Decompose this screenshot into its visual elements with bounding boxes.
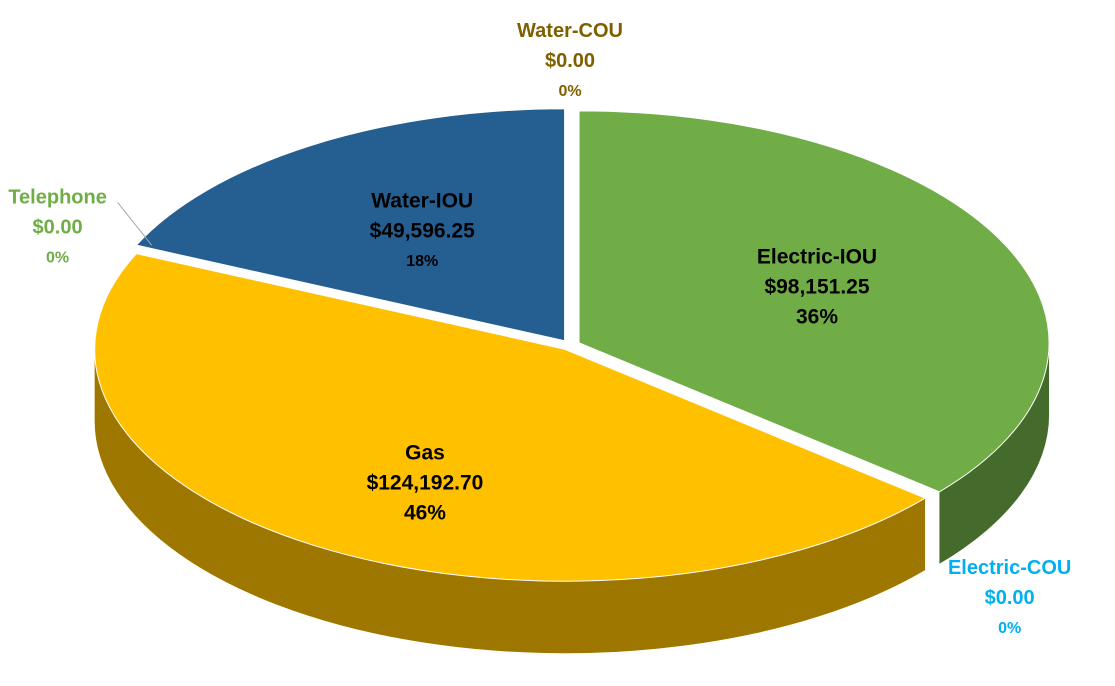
pie-labels: Electric-IOU $98,151.25 36% Electric-COU $0.… xyxy=(8,20,1071,637)
slice-value-label: $124,192.70 xyxy=(367,471,484,494)
slice-side xyxy=(939,342,1050,564)
slice-side-shade xyxy=(94,349,926,654)
pie-walls xyxy=(94,342,1050,654)
slice-value-label: $0.00 xyxy=(33,217,83,239)
slice-category-label: Electric-COU xyxy=(948,557,1071,579)
slice-percent-label: 18% xyxy=(406,253,438,270)
slice-percent-label: 46% xyxy=(404,501,446,524)
slice-percent-label: 0% xyxy=(46,250,69,267)
slice-percent-label: 0% xyxy=(558,83,581,100)
pie-tops xyxy=(94,108,1050,582)
slice-percent-label: 36% xyxy=(796,306,838,329)
slice-category-label: Water-COU xyxy=(517,20,623,42)
leader-line xyxy=(117,202,153,246)
slice xyxy=(578,110,1050,493)
slice-value-label: $0.00 xyxy=(545,50,595,72)
slice-value-label: $0.00 xyxy=(985,587,1035,609)
slice-category-label: Electric-IOU xyxy=(757,246,877,269)
slice-value-label: $49,596.25 xyxy=(370,219,475,242)
slice-side xyxy=(94,349,926,654)
slice xyxy=(577,347,939,498)
slice-side-shade xyxy=(939,342,1050,564)
slice xyxy=(135,108,566,342)
slice-value-label: $98,151.25 xyxy=(764,276,869,299)
slice-category-label: Telephone xyxy=(8,187,107,209)
slice xyxy=(94,253,927,582)
slice-category-label: Gas xyxy=(405,441,445,464)
slice-category-label: Water-IOU xyxy=(371,189,473,212)
slice-percent-label: 0% xyxy=(998,620,1021,637)
